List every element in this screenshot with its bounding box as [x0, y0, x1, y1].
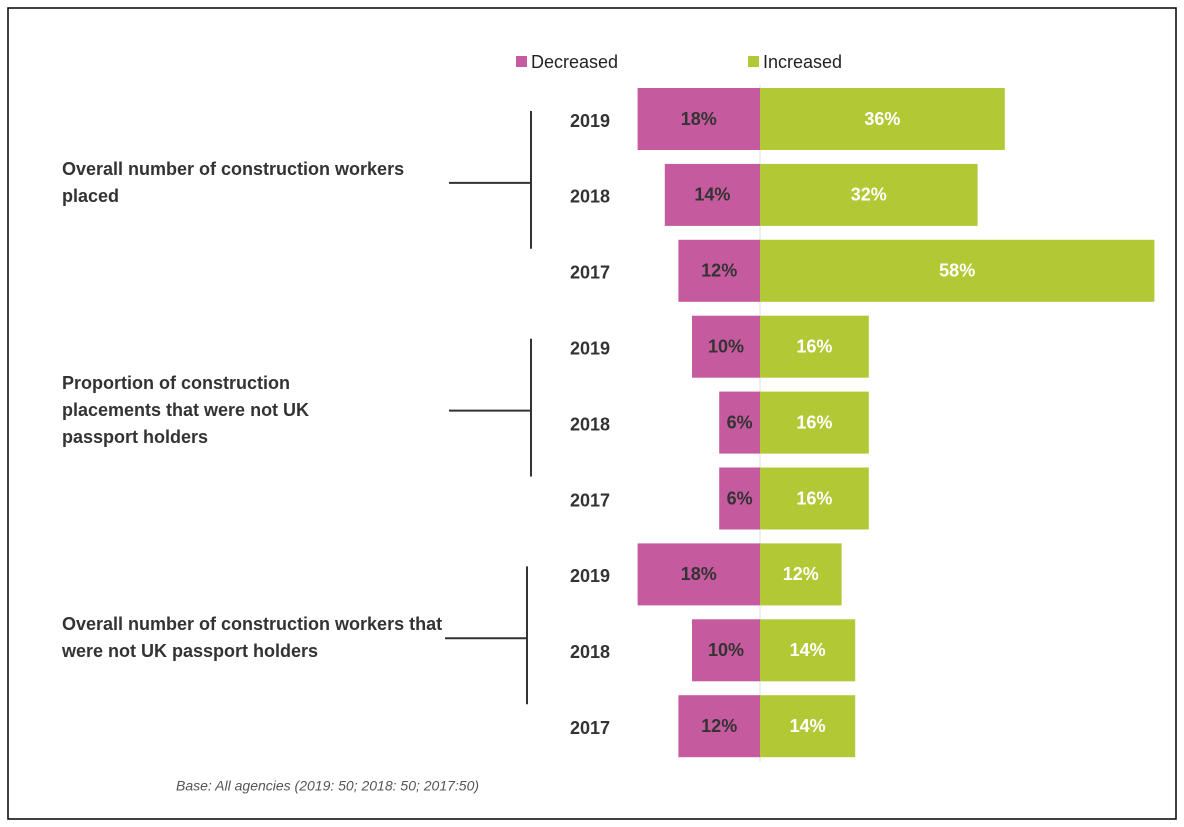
bar — [760, 239, 1155, 302]
bar — [637, 88, 760, 150]
bar — [760, 315, 869, 378]
value-label: 12% — [783, 564, 819, 584]
legend-label: Decreased — [531, 52, 618, 72]
bar — [692, 619, 760, 682]
category-label: 2019 — [570, 111, 610, 131]
value-label: 58% — [939, 261, 975, 281]
bar — [719, 391, 760, 454]
value-label: 6% — [727, 488, 753, 508]
category-label: 2017 — [570, 490, 610, 510]
category-label: 2018 — [570, 414, 610, 434]
value-label: 12% — [701, 261, 737, 281]
group-label: Overall number of construction workers p… — [62, 158, 405, 206]
bar — [637, 543, 760, 606]
legend-swatch — [516, 56, 527, 67]
value-label: 18% — [681, 109, 717, 129]
value-label: 10% — [708, 336, 744, 356]
bar — [760, 391, 869, 454]
legend-swatch — [748, 56, 759, 67]
bar — [760, 88, 1005, 150]
category-label: 2019 — [570, 566, 610, 586]
bar — [664, 163, 760, 226]
bar — [760, 695, 856, 758]
value-label: 10% — [708, 640, 744, 660]
category-label: 2019 — [570, 338, 610, 358]
value-label: 12% — [701, 716, 737, 736]
bar — [760, 619, 856, 682]
note: Base: All agencies (2019: 50; 2018: 50; … — [176, 778, 479, 794]
value-label: 18% — [681, 564, 717, 584]
value-label: 14% — [790, 640, 826, 660]
category-label: 2018 — [570, 187, 610, 207]
bar — [678, 239, 760, 302]
value-label: 14% — [694, 185, 730, 205]
value-label: 6% — [727, 412, 753, 432]
value-label: 16% — [796, 336, 832, 356]
value-label: 16% — [796, 412, 832, 432]
category-label: 2018 — [570, 642, 610, 662]
value-label: 16% — [796, 488, 832, 508]
bar — [760, 467, 869, 530]
category-label: 2017 — [570, 718, 610, 738]
value-label: 36% — [864, 109, 900, 129]
value-label: 14% — [790, 716, 826, 736]
legend-label: Increased — [763, 52, 842, 72]
frame — [7, 7, 1177, 820]
value-label: 32% — [851, 185, 887, 205]
category-label: 2017 — [570, 263, 610, 283]
bar — [719, 467, 760, 530]
group-label: Proportion of construction placements th… — [62, 373, 310, 448]
bar — [678, 695, 760, 758]
bar — [760, 163, 978, 226]
group-label: Overall number of construction workers t… — [62, 614, 443, 662]
bar — [692, 315, 760, 378]
bar — [760, 543, 842, 606]
